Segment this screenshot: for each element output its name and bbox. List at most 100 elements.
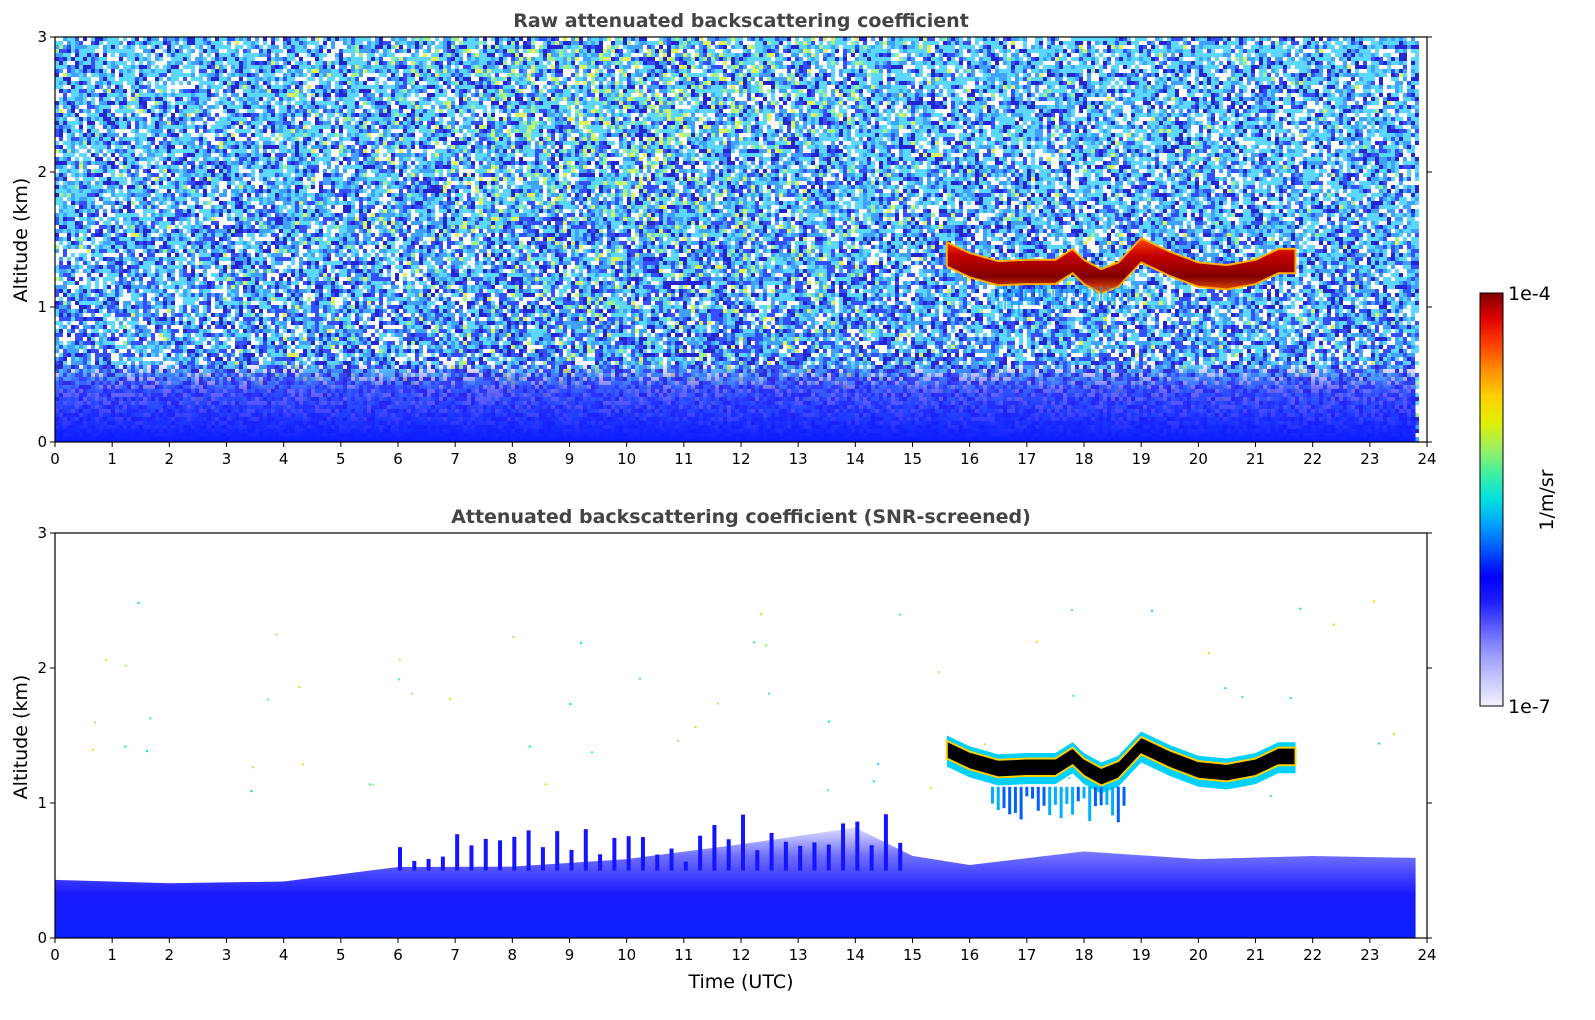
speckle (898, 613, 901, 616)
speckle (752, 641, 755, 644)
speckle (1269, 794, 1272, 797)
x-axis: 0 1 2 3 4 5 6 7 8 9 10 11 12 13 14 15 16 17 18 19 20 21 22 23 24 (50, 442, 1437, 468)
speckle (677, 739, 680, 742)
aerosol-plume (555, 831, 560, 871)
speckle (694, 725, 697, 728)
x-tick-label: 16 (960, 450, 979, 468)
noise-light (55, 37, 1419, 442)
speckle (250, 790, 253, 793)
y-tick-label: 0 (37, 433, 47, 451)
cloud-layer (945, 236, 1297, 316)
chart-title: Raw attenuated backscattering coefficien… (513, 10, 969, 32)
x-tick-label: 2 (165, 946, 175, 964)
speckle (1062, 789, 1065, 792)
panel-raw: Raw attenuated backscattering coefficien… (10, 10, 1437, 468)
speckle (937, 671, 940, 674)
speckle (1072, 694, 1075, 697)
aerosol-plume (741, 814, 745, 871)
x-tick-label: 14 (846, 450, 865, 468)
speckle (1035, 640, 1038, 643)
x-tick-label: 2 (165, 450, 175, 468)
speckle (124, 664, 127, 667)
aerosol-plume (826, 844, 831, 871)
aerosol-plume (683, 861, 688, 871)
speckle (579, 642, 582, 645)
aerosol-plume (698, 835, 703, 871)
panel-screened: Attenuated backscattering coefficient (S… (10, 506, 1437, 993)
y-tick-label: 2 (37, 659, 47, 677)
x-tick-label: 1 (107, 450, 117, 468)
x-tick-label: 13 (789, 946, 808, 964)
y-axis: 0 1 2 3 (37, 28, 1432, 451)
y-tick-label: 3 (37, 524, 47, 542)
speckle (528, 745, 531, 748)
x-tick-label: 1 (107, 946, 117, 964)
aerosol-plume (426, 858, 431, 871)
speckle (826, 789, 829, 792)
aerosol-plume (669, 848, 674, 871)
aerosol-plume (640, 837, 645, 871)
x-tick-label: 4 (279, 450, 289, 468)
x-tick-label: 19 (1132, 946, 1151, 964)
colorbar-label: 1/m/sr (1536, 469, 1558, 530)
x-tick-label: 24 (1417, 450, 1436, 468)
x-tick-label: 6 (393, 450, 403, 468)
x-tick-label: 14 (846, 946, 865, 964)
aerosol-plume (412, 860, 417, 871)
x-tick-label: 15 (903, 946, 922, 964)
aerosol-plume (498, 840, 503, 871)
x-tick-label: 19 (1132, 450, 1151, 468)
y-axis: 0 1 2 3 (37, 524, 1432, 947)
x-tick-label: 22 (1303, 450, 1322, 468)
y-tick-label: 2 (37, 163, 47, 181)
x-tick-label: 9 (565, 450, 575, 468)
x-tick-label: 3 (222, 450, 232, 468)
aerosol-plume (612, 837, 617, 871)
x-tick-label: 6 (393, 946, 403, 964)
x-tick-label: 16 (960, 946, 979, 964)
x-tick-label: 12 (731, 450, 750, 468)
speckle (398, 658, 401, 661)
aerosol-plume (526, 830, 531, 871)
x-tick-label: 21 (1246, 450, 1265, 468)
x-tick-label: 17 (1017, 946, 1036, 964)
speckle (1151, 609, 1154, 612)
aerosol-plume (883, 814, 888, 871)
speckle (1068, 777, 1071, 780)
x-tick-label: 3 (222, 946, 232, 964)
chart-title: Attenuated backscattering coefficient (S… (451, 506, 1031, 528)
y-axis-label: Altitude (km) (10, 178, 32, 303)
speckle (298, 686, 301, 689)
x-tick-label: 17 (1017, 450, 1036, 468)
speckle (397, 678, 400, 681)
x-tick-label: 8 (508, 946, 518, 964)
x-tick-label: 10 (617, 450, 636, 468)
x-tick-label: 22 (1303, 946, 1322, 964)
x-tick-label: 5 (336, 946, 346, 964)
x-tick-label: 18 (1074, 946, 1093, 964)
speckle (569, 703, 572, 706)
speckle (1241, 696, 1244, 699)
aerosol-plume (726, 839, 731, 871)
x-tick-label: 18 (1074, 450, 1093, 468)
x-tick-label: 11 (674, 450, 693, 468)
x-tick-label: 24 (1417, 946, 1436, 964)
x-tick-label: 7 (450, 450, 460, 468)
x-tick-label: 9 (565, 946, 575, 964)
speckle (266, 698, 269, 701)
y-tick-label: 0 (37, 929, 47, 947)
x-tick-label: 23 (1360, 946, 1379, 964)
speckle (91, 748, 94, 751)
aerosol-plume (769, 833, 774, 871)
cloud-layer (945, 731, 1297, 823)
speckle (251, 766, 254, 769)
aerosol-plume (783, 841, 788, 871)
cloud-band (945, 236, 1297, 295)
noise-mid (55, 37, 1419, 442)
speckle (1392, 733, 1395, 736)
x-tick-label: 11 (674, 946, 693, 964)
speckle (275, 633, 278, 636)
speckle (1224, 687, 1227, 690)
speckle (124, 745, 127, 748)
